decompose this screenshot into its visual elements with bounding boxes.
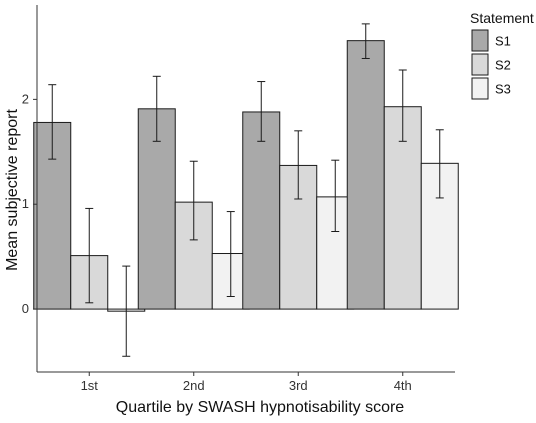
y-axis-title: Mean subjective report [4, 109, 21, 271]
y-tick-label-2: 2 [22, 91, 29, 106]
x-tick-label-3rd: 3rd [289, 378, 308, 393]
legend-title: Statement [470, 10, 534, 26]
x-tick-label-1st: 1st [81, 378, 99, 393]
legend-label-s1: S1 [495, 34, 511, 49]
legend-label-s2: S2 [495, 58, 511, 73]
y-tick-label-1: 1 [22, 196, 29, 211]
legend-label-s3: S3 [495, 82, 511, 97]
legend: Statement S1 S2 S3 [470, 10, 534, 100]
x-axis-title: Quartile by SWASH hypnotisability score [116, 399, 405, 416]
axes-layer: 1st 2nd 3rd 4th 0 1 2 [22, 5, 455, 393]
x-tick-label-4th: 4th [394, 378, 412, 393]
legend-key-s3 [471, 77, 489, 100]
bars-layer [33, 40, 459, 312]
bar-s1-4th [346, 40, 385, 310]
x-tick-label-2nd: 2nd [183, 378, 205, 393]
bar-s1-3rd [242, 111, 281, 310]
y-tick-label-0: 0 [22, 301, 29, 316]
legend-key-s1 [471, 29, 489, 52]
error-bars-layer [48, 23, 444, 357]
legend-key-s2 [471, 53, 489, 76]
